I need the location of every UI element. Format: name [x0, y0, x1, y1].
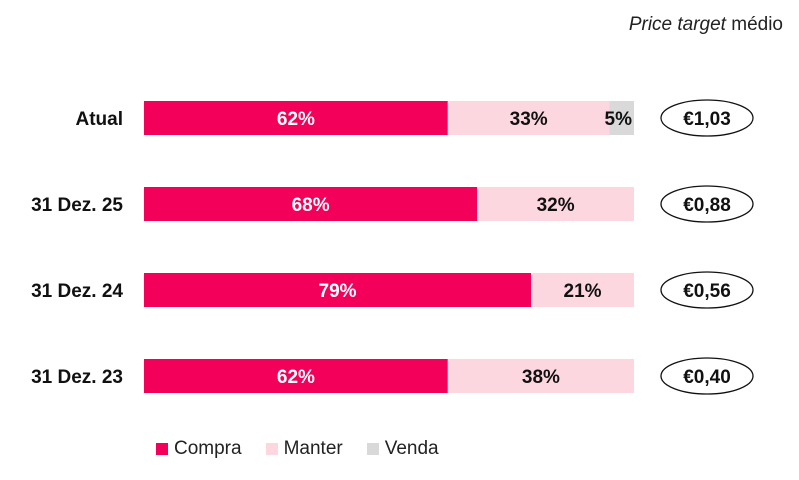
legend-item-manter: Manter — [265, 438, 343, 460]
price-target-31-dez-23: €0,40 — [683, 367, 731, 388]
bar-compra-atual — [144, 101, 448, 135]
legend-swatch-manter — [265, 443, 278, 455]
title-rest: médio — [725, 14, 783, 35]
data-label-compra-31-dez-25: 68% — [292, 195, 330, 216]
category-label-31-dez-23: 31 Dez. 23 — [31, 367, 123, 388]
price-target-oval-atual — [660, 99, 754, 137]
legend-swatch-venda — [366, 443, 379, 455]
category-label-31-dez-24: 31 Dez. 24 — [31, 281, 123, 302]
chart-title: Price target médio — [629, 14, 783, 36]
price-target-31-dez-24: €0,56 — [683, 281, 731, 302]
category-label-31-dez-25: 31 Dez. 25 — [31, 195, 123, 216]
price-target-atual: €1,03 — [683, 109, 731, 130]
data-label-compra-31-dez-24: 79% — [319, 281, 357, 302]
data-label-manter-atual: 33% — [510, 109, 548, 130]
price-target-oval-31-dez-24 — [660, 271, 754, 309]
bar-manter-31-dez-25 — [477, 187, 634, 221]
legend-label-compra: Compra — [174, 438, 242, 459]
bar-manter-31-dez-23 — [447, 359, 634, 393]
data-label-compra-31-dez-23: 62% — [277, 367, 315, 388]
data-label-manter-31-dez-25: 32% — [537, 195, 575, 216]
data-label-manter-31-dez-23: 38% — [522, 367, 560, 388]
title-italic: Price target — [628, 14, 726, 35]
legend: Compra Manter Venda — [156, 438, 439, 460]
legend-swatch-compra — [156, 443, 168, 455]
category-label-atual: Atual — [76, 109, 124, 130]
legend-label-manter: Manter — [283, 438, 343, 459]
price-target-31-dez-25: €0,88 — [683, 195, 731, 216]
bar-compra-31-dez-25 — [144, 187, 478, 221]
bar-manter-atual — [447, 101, 610, 135]
data-label-manter-31-dez-24: 21% — [564, 281, 602, 302]
bar-manter-31-dez-24 — [531, 273, 634, 307]
bar-venda-atual — [609, 101, 634, 135]
legend-label-venda: Venda — [384, 438, 439, 459]
legend-item-venda: Venda — [366, 438, 439, 460]
bar-compra-31-dez-24 — [144, 273, 532, 307]
bar-compra-31-dez-23 — [144, 359, 448, 393]
price-target-oval-31-dez-23 — [660, 357, 754, 395]
data-label-compra-atual: 62% — [277, 109, 315, 130]
price-target-oval-31-dez-25 — [660, 185, 754, 223]
data-label-venda-atual: 5% — [605, 109, 633, 130]
legend-item-compra: Compra — [156, 438, 242, 460]
